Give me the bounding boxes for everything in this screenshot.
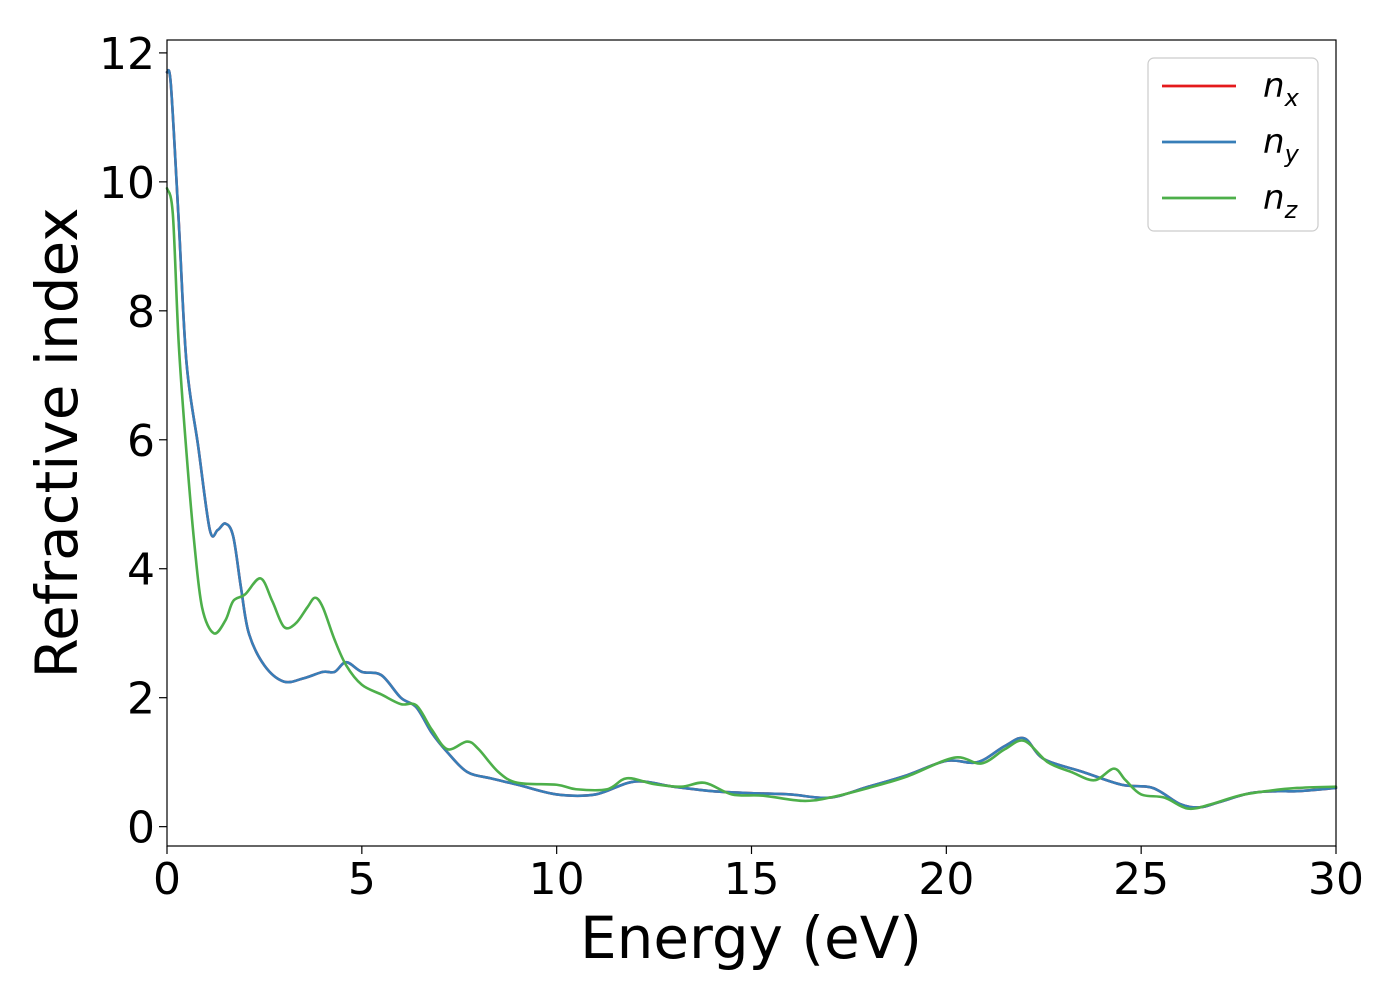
y-tick-label: 12 bbox=[99, 29, 155, 80]
y-tick-label: 6 bbox=[127, 416, 155, 467]
y-tick-label: 4 bbox=[127, 545, 155, 596]
series-layer bbox=[165, 68, 1338, 811]
x-tick-label: 15 bbox=[724, 854, 780, 905]
y-tick-label: 10 bbox=[99, 158, 155, 209]
x-tick-label: 20 bbox=[918, 854, 974, 905]
x-axis-ticks: 0 5 10 15 20 25 30 bbox=[153, 846, 1364, 905]
y-axis-label: Refractive index bbox=[23, 207, 91, 678]
x-tick-label: 30 bbox=[1308, 854, 1364, 905]
y-tick-label: 2 bbox=[127, 674, 155, 725]
series-line-nz bbox=[165, 187, 1338, 811]
x-tick-label: 25 bbox=[1113, 854, 1169, 905]
x-tick-label: 10 bbox=[529, 854, 585, 905]
legend-box bbox=[1147, 57, 1319, 232]
y-tick-label: 8 bbox=[127, 287, 155, 338]
x-axis-label: Energy (eV) bbox=[580, 904, 922, 972]
x-tick-label: 5 bbox=[348, 854, 376, 905]
y-tick-label: 0 bbox=[127, 803, 155, 854]
x-tick-label: 0 bbox=[153, 854, 181, 905]
y-axis-ticks: 0 2 4 6 8 10 12 bbox=[99, 29, 167, 854]
